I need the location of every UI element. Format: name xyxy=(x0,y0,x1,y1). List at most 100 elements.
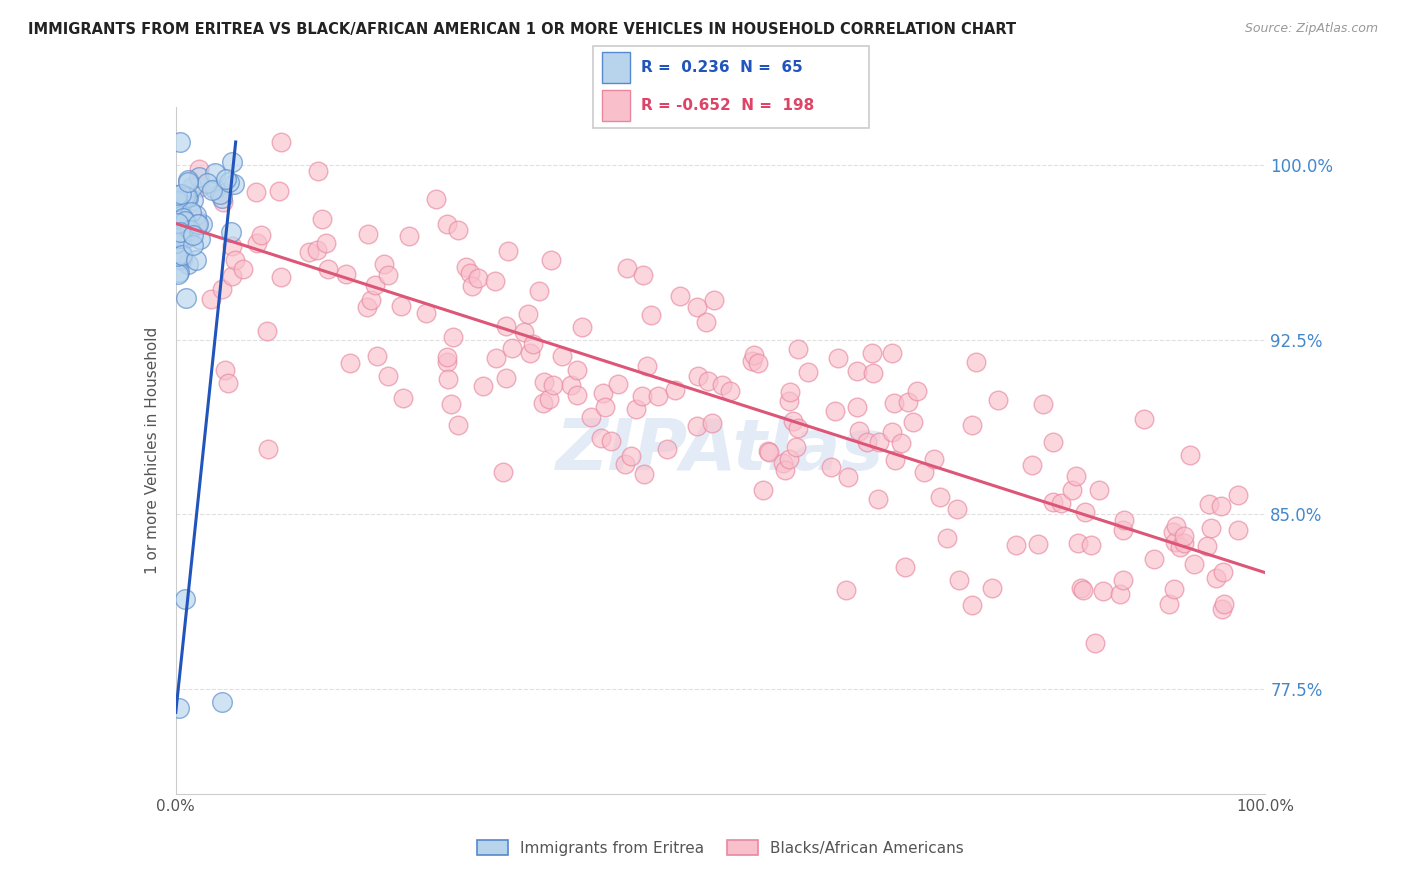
Point xyxy=(232,262,254,277)
Point xyxy=(485,351,508,365)
Point xyxy=(824,404,846,418)
Point xyxy=(981,581,1004,595)
Point xyxy=(1199,521,1222,535)
Point xyxy=(167,216,190,230)
Point xyxy=(965,354,987,368)
Point xyxy=(181,194,204,208)
Point xyxy=(1173,528,1195,542)
Point xyxy=(222,177,245,191)
Point xyxy=(458,266,481,280)
Point xyxy=(219,226,242,240)
Point xyxy=(702,293,724,308)
Point xyxy=(772,456,794,470)
Point xyxy=(176,219,198,234)
Point xyxy=(607,377,630,392)
Point xyxy=(214,363,236,377)
Point xyxy=(447,418,470,433)
Point xyxy=(785,440,807,454)
Point xyxy=(517,307,540,321)
Point xyxy=(307,164,329,178)
Point xyxy=(565,363,588,377)
Point xyxy=(425,192,447,206)
Point xyxy=(270,135,292,149)
Point xyxy=(436,350,458,364)
Point xyxy=(389,300,412,314)
Point xyxy=(883,396,905,410)
Point xyxy=(373,257,395,271)
Point xyxy=(1091,584,1114,599)
Point xyxy=(366,350,388,364)
Point xyxy=(538,392,561,407)
Text: ZIPAtlas: ZIPAtlas xyxy=(557,416,884,485)
Point xyxy=(848,424,870,438)
Point xyxy=(204,166,226,180)
Legend: Immigrants from Eritrea, Blacks/African Americans: Immigrants from Eritrea, Blacks/African … xyxy=(471,834,970,862)
Point xyxy=(211,282,233,296)
Point xyxy=(169,225,191,239)
Point xyxy=(221,155,243,169)
Point xyxy=(640,309,662,323)
Point xyxy=(626,401,648,416)
Point xyxy=(960,598,983,612)
Point xyxy=(880,346,903,360)
Point xyxy=(593,401,616,415)
Point xyxy=(357,227,380,241)
Point xyxy=(461,279,484,293)
Point xyxy=(936,531,959,545)
Point xyxy=(440,397,463,411)
Point xyxy=(177,175,200,189)
Point xyxy=(592,385,614,400)
Point xyxy=(436,217,458,231)
Point xyxy=(620,450,643,464)
Point xyxy=(1042,435,1064,450)
Point xyxy=(1166,518,1188,533)
Point xyxy=(172,211,194,226)
Point xyxy=(1021,458,1043,473)
Point xyxy=(987,392,1010,407)
Point xyxy=(1159,597,1181,611)
Point xyxy=(270,270,292,285)
Point xyxy=(1028,537,1050,551)
Point xyxy=(177,173,200,187)
Point xyxy=(924,452,946,467)
Point xyxy=(165,232,187,246)
Point xyxy=(1195,540,1218,554)
Point xyxy=(180,204,202,219)
Point xyxy=(571,319,593,334)
Point xyxy=(522,337,544,351)
Point xyxy=(1198,497,1220,511)
Point xyxy=(166,217,188,231)
Point xyxy=(204,182,226,196)
Point xyxy=(250,228,273,243)
Point xyxy=(165,236,187,251)
Point xyxy=(174,592,197,607)
Point xyxy=(174,291,197,305)
Point xyxy=(1173,536,1195,550)
Point xyxy=(436,354,458,368)
Point xyxy=(960,418,983,433)
FancyBboxPatch shape xyxy=(602,53,630,83)
Point xyxy=(697,375,720,389)
Point xyxy=(377,268,399,282)
Point xyxy=(1088,483,1111,497)
Point xyxy=(1161,525,1184,540)
Point xyxy=(880,425,903,439)
Point xyxy=(184,253,207,268)
Point xyxy=(495,371,517,385)
Point xyxy=(1178,449,1201,463)
Point xyxy=(356,300,378,314)
Point xyxy=(170,248,193,262)
Point xyxy=(752,483,775,498)
Point xyxy=(186,217,208,231)
Point xyxy=(778,452,800,467)
Point xyxy=(1133,412,1156,426)
Point xyxy=(1142,552,1164,566)
Point xyxy=(1084,636,1107,650)
Point xyxy=(217,376,239,390)
Point xyxy=(305,243,328,257)
Point xyxy=(758,444,780,458)
Point xyxy=(456,260,478,274)
Point xyxy=(221,239,243,253)
Point xyxy=(245,236,267,251)
Point xyxy=(862,366,884,380)
